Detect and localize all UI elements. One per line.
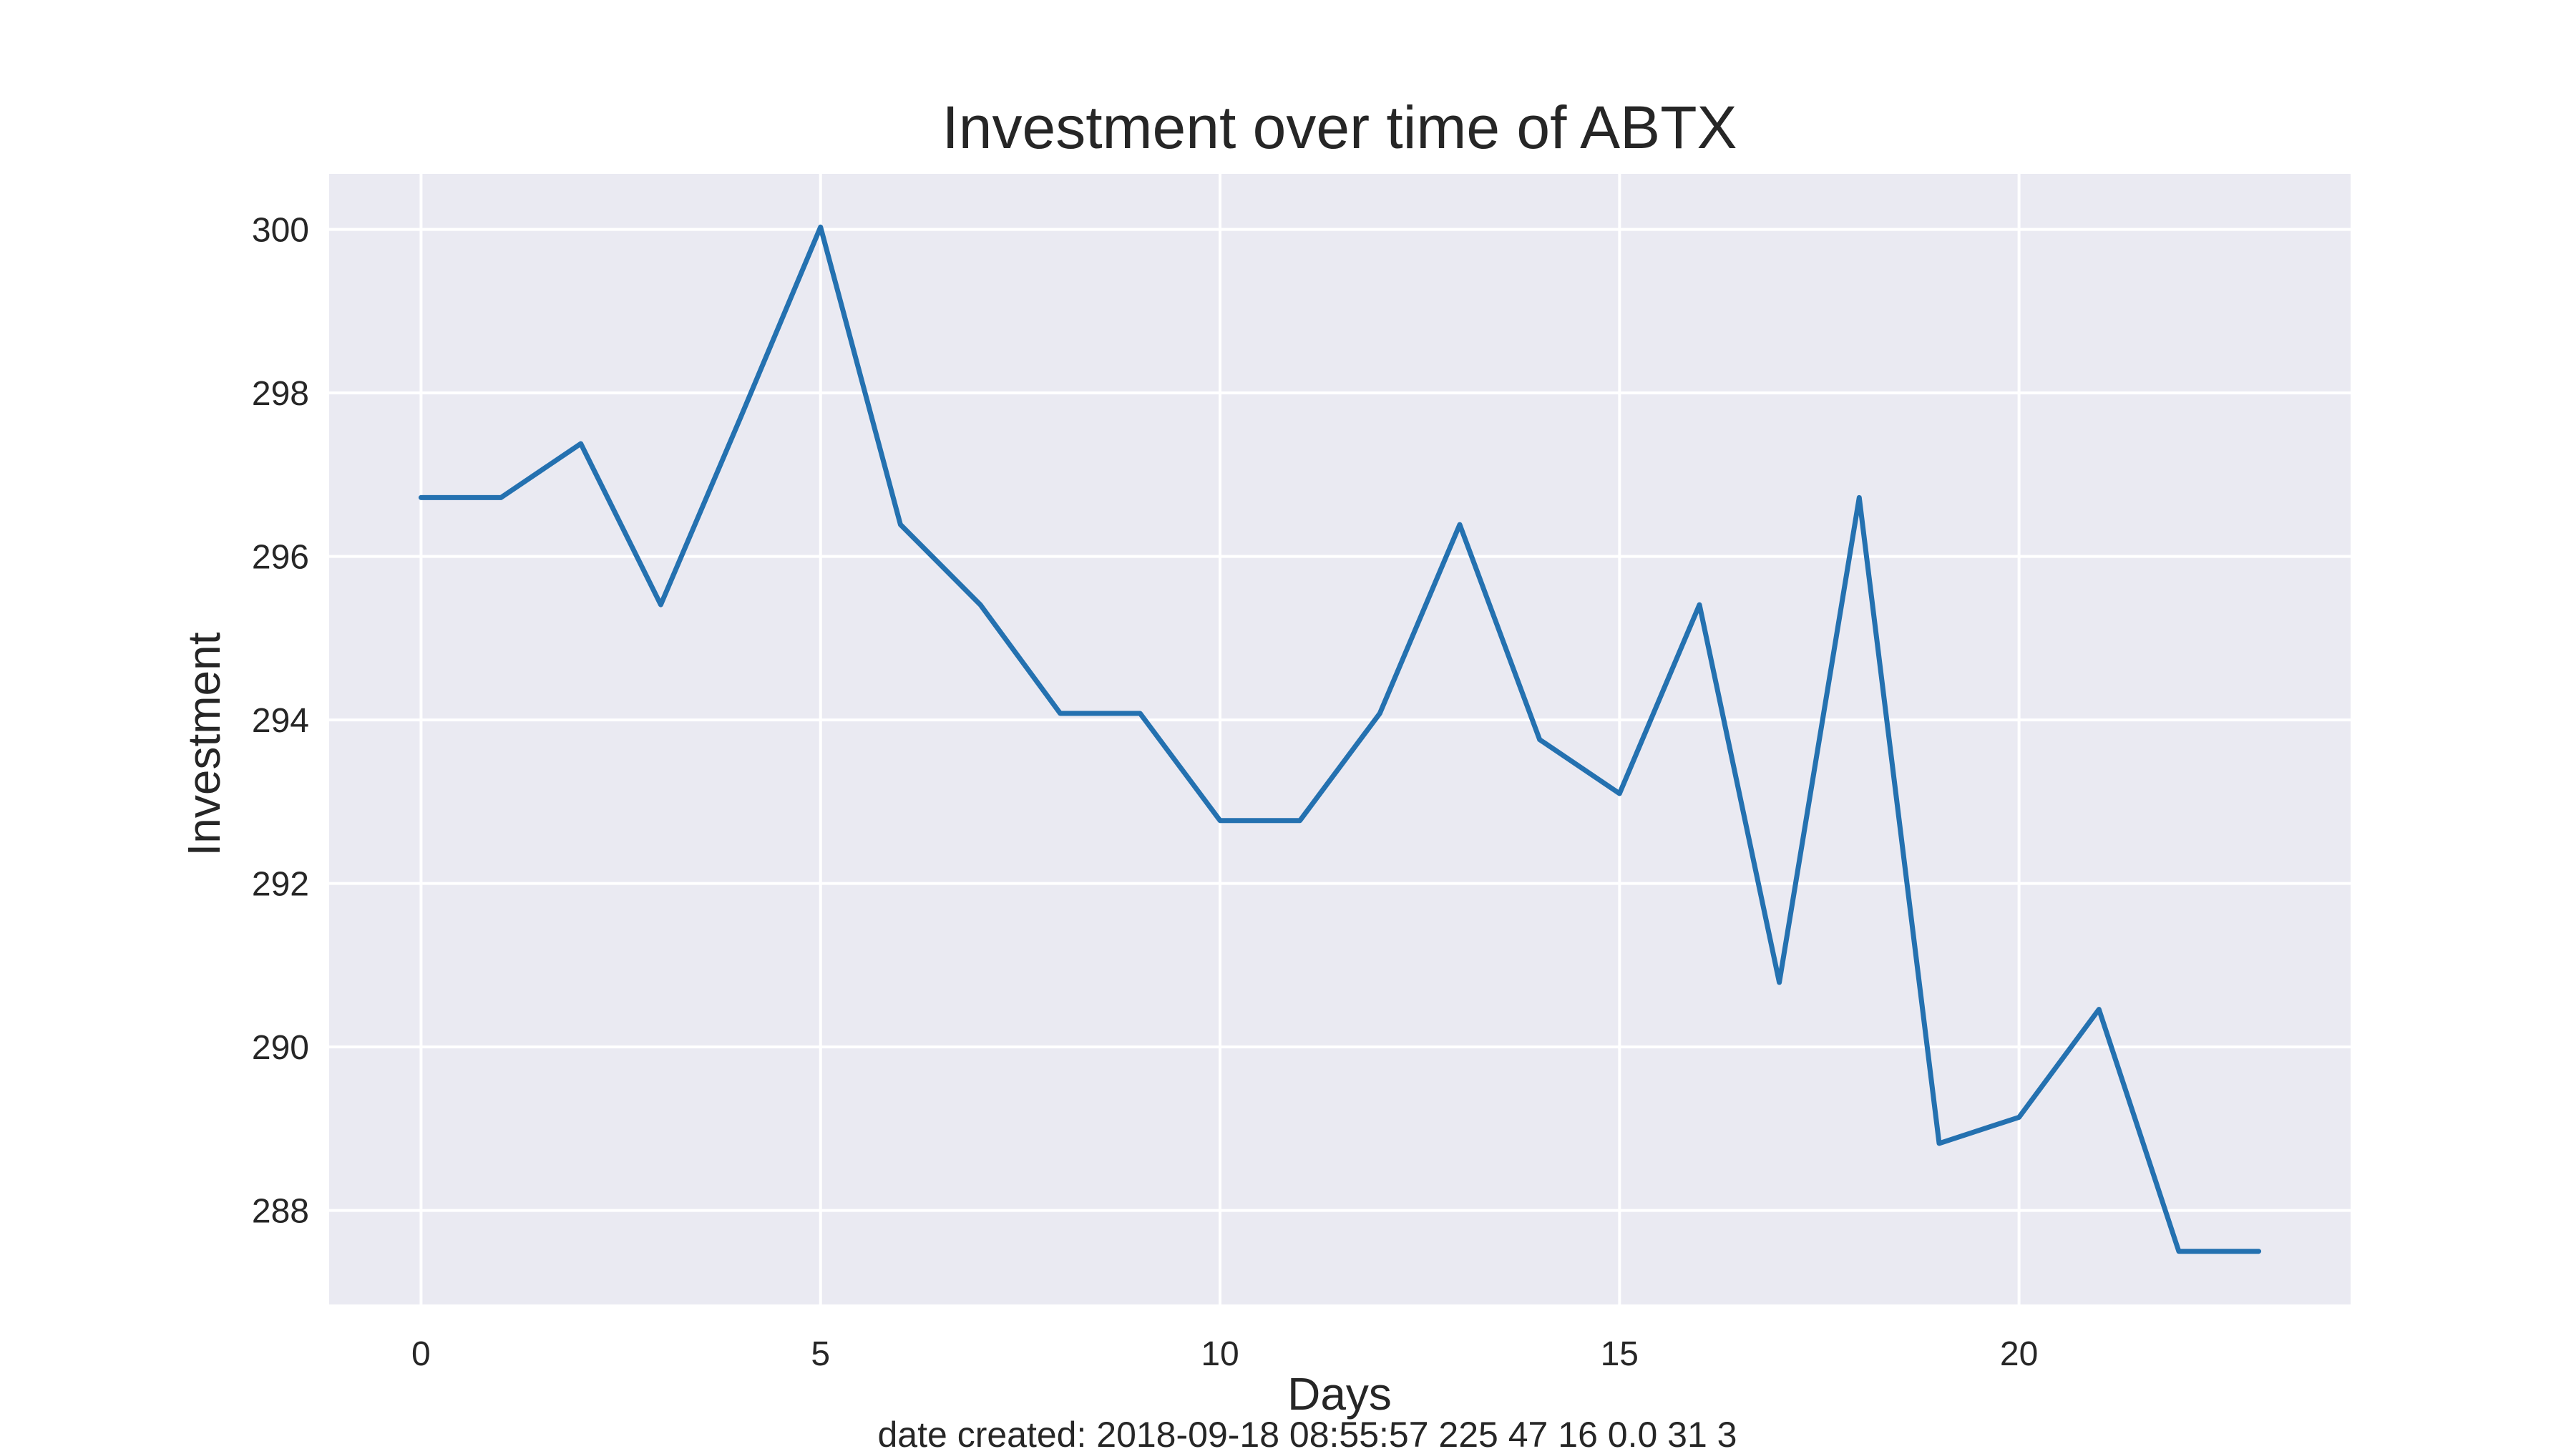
x-tick-label: 15: [1601, 1335, 1639, 1373]
tick-labels: 0 5 10 15 20 288 290 292 294 296 298 300: [252, 212, 2038, 1373]
y-tick-label: 300: [252, 212, 309, 250]
y-tick-label: 288: [252, 1193, 309, 1231]
y-tick-label: 298: [252, 375, 309, 413]
x-tick-label: 0: [411, 1335, 431, 1373]
y-tick-label: 290: [252, 1029, 309, 1067]
chart-title: Investment over time of ABTX: [942, 94, 1737, 161]
date-created-footer: date created: 2018-09-18 08:55:57 225 47…: [878, 1415, 1737, 1449]
x-tick-label: 20: [2000, 1335, 2038, 1373]
series-line: [418, 224, 2262, 1254]
y-tick-label: 292: [252, 866, 309, 904]
y-tick-label: 296: [252, 539, 309, 577]
plot-area: [329, 174, 2351, 1304]
y-axis-label: Investment: [178, 632, 230, 856]
x-tick-label: 5: [811, 1335, 830, 1373]
grid-lines: [329, 174, 2351, 1304]
x-tick-label: 10: [1201, 1335, 1239, 1373]
x-axis-label: Days: [1287, 1368, 1392, 1420]
y-tick-label: 294: [252, 702, 309, 740]
